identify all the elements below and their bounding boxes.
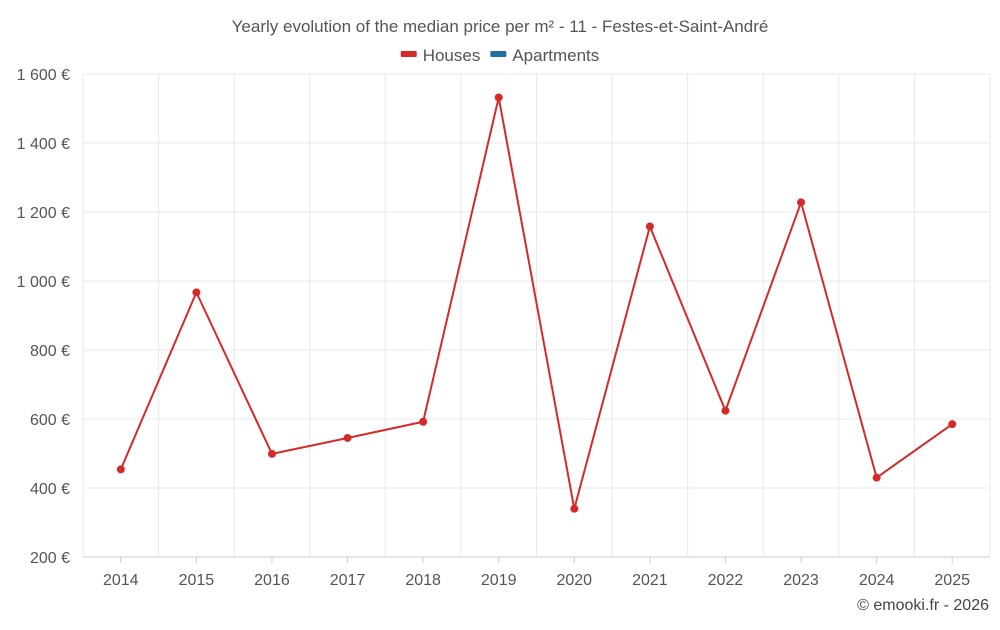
y-tick-label: 400 € [30, 481, 70, 498]
data-point[interactable] [948, 420, 957, 429]
x-tick-label: 2025 [934, 572, 970, 589]
data-point[interactable] [343, 433, 352, 442]
legend-item-apartments[interactable]: Apartments [490, 46, 599, 65]
x-tick-label: 2020 [556, 572, 592, 589]
x-tick-label: 2016 [254, 572, 290, 589]
x-tick-label: 2014 [103, 572, 139, 589]
y-tick-label: 600 € [30, 412, 70, 429]
y-tick-label: 1 400 € [17, 136, 70, 153]
y-tick-label: 200 € [30, 550, 70, 567]
x-tick-label: 2018 [405, 572, 441, 589]
x-tick-label: 2024 [859, 572, 895, 589]
legend-item-houses[interactable]: Houses [400, 46, 481, 65]
y-tick-label: 800 € [30, 343, 70, 360]
data-point[interactable] [721, 406, 730, 415]
legend: Houses Apartments [400, 46, 599, 65]
x-axis-ticks: 2014 2015 2016 2017 2018 2019 2020 2021 2022 2023… [103, 557, 970, 589]
y-tick-label: 1 200 € [17, 205, 70, 222]
series-line-houses [119, 96, 953, 510]
y-tick-label: 1 000 € [17, 274, 70, 291]
x-tick-label: 2022 [708, 572, 744, 589]
data-point[interactable] [267, 449, 276, 458]
data-point[interactable] [116, 465, 125, 474]
x-tick-label: 2021 [632, 572, 668, 589]
x-tick-label: 2015 [179, 572, 215, 589]
legend-swatch [400, 51, 417, 57]
data-point[interactable] [797, 198, 806, 207]
data-point[interactable] [872, 473, 881, 482]
credit-text: © emooki.fr - 2026 [857, 597, 989, 614]
series-layer [116, 93, 957, 513]
legend-swatch [490, 51, 507, 57]
data-point[interactable] [570, 504, 579, 513]
x-tick-label: 2019 [481, 572, 517, 589]
legend-label: Houses [423, 46, 481, 65]
y-tick-label: 1 600 € [17, 67, 70, 84]
data-point[interactable] [494, 93, 503, 102]
x-tick-label: 2017 [330, 572, 366, 589]
gridlines [82, 73, 991, 558]
chart-title: Yearly evolution of the median price per… [232, 17, 769, 36]
data-point[interactable] [419, 417, 428, 426]
data-point[interactable] [192, 288, 201, 297]
data-point[interactable] [645, 222, 654, 231]
y-axis-ticks: 200 € 400 € 600 € 800 € 1 000 € 1 200 € 1 400 … [17, 67, 70, 567]
x-tick-label: 2023 [783, 572, 819, 589]
legend-label: Apartments [512, 46, 599, 65]
